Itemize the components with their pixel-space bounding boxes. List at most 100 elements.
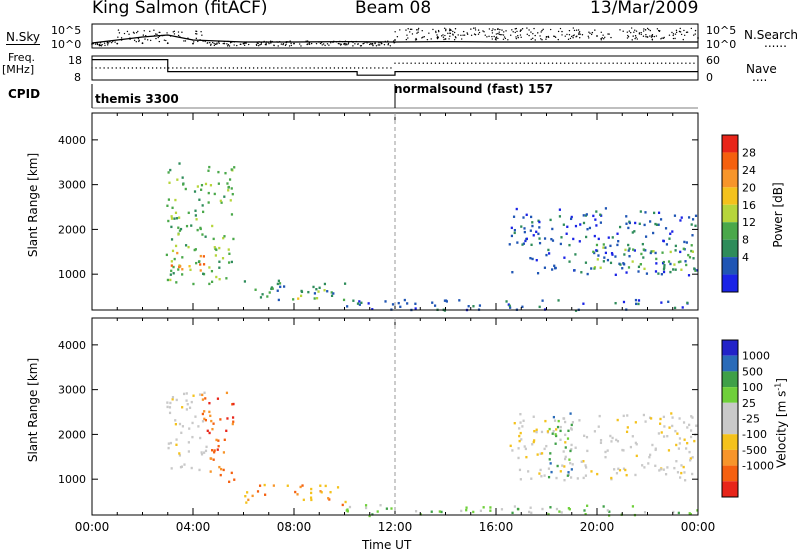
heatmap-cell bbox=[586, 449, 589, 453]
heatmap-cell bbox=[226, 182, 229, 185]
heatmap-cell bbox=[519, 412, 522, 416]
noise-scatter-point bbox=[447, 32, 449, 35]
noise-scatter-point bbox=[107, 42, 110, 44]
heatmap-cell bbox=[563, 256, 566, 259]
noise-scatter-point bbox=[472, 27, 475, 29]
noise-scatter-point bbox=[202, 40, 204, 42]
heatmap-cell bbox=[317, 290, 320, 293]
heatmap-cell bbox=[246, 491, 249, 494]
heatmap-cell bbox=[676, 432, 679, 435]
heatmap-cell bbox=[520, 438, 523, 441]
heatmap-cell bbox=[632, 248, 635, 251]
noise-scatter-point bbox=[484, 34, 486, 36]
heatmap-cell bbox=[568, 260, 571, 263]
noise-scatter-point bbox=[368, 43, 371, 46]
heatmap-cell bbox=[595, 210, 598, 213]
colorbar-swatch bbox=[722, 152, 738, 170]
nsky-label: N.Sky bbox=[6, 30, 41, 45]
heatmap-cell bbox=[190, 224, 193, 227]
colorbar-tick-label: 4 bbox=[742, 251, 749, 264]
heatmap-cell bbox=[181, 406, 184, 409]
heatmap-cell bbox=[209, 184, 213, 187]
noise-scatter-point bbox=[559, 27, 562, 30]
noise-scatter-point bbox=[491, 38, 493, 40]
heatmap-cell bbox=[659, 218, 663, 221]
heatmap-cell bbox=[178, 229, 182, 232]
noise-scatter-point bbox=[540, 31, 542, 33]
heatmap-cell bbox=[562, 450, 565, 453]
noise-scatter-point bbox=[357, 43, 359, 45]
noise-scatter-point bbox=[502, 38, 505, 40]
nave-point bbox=[636, 62, 639, 64]
noise-scatter-point bbox=[179, 36, 181, 38]
noise-scatter-point bbox=[610, 36, 612, 39]
heatmap-cell bbox=[211, 224, 214, 228]
heatmap-cell bbox=[660, 431, 663, 434]
heatmap-cell bbox=[230, 168, 233, 171]
heatmap-cell bbox=[264, 493, 267, 496]
noise-scatter-point bbox=[135, 41, 137, 43]
noise-scatter-point bbox=[546, 35, 548, 38]
noise-scatter-point bbox=[426, 38, 429, 41]
nave-point bbox=[681, 62, 683, 64]
heatmap-cell bbox=[563, 465, 566, 468]
noise-scatter-point bbox=[339, 43, 341, 45]
heatmap-cell bbox=[535, 428, 538, 431]
heatmap-cell bbox=[695, 424, 698, 427]
heatmap-cell bbox=[593, 266, 597, 269]
heatmap-cell bbox=[673, 214, 677, 217]
noise-scatter-point bbox=[154, 33, 157, 35]
noise-scatter-point bbox=[443, 38, 445, 41]
heatmap-cell bbox=[627, 226, 630, 230]
heatmap-cell bbox=[625, 222, 628, 225]
noise-scatter-point bbox=[514, 28, 516, 30]
heatmap-cell bbox=[263, 483, 266, 487]
noise-scatter-point bbox=[493, 35, 495, 38]
heatmap-cell bbox=[521, 243, 524, 246]
nave-point bbox=[604, 62, 606, 64]
heatmap-cell bbox=[213, 449, 216, 452]
heatmap-cell bbox=[217, 170, 220, 174]
heatmap-cell bbox=[166, 204, 169, 207]
heatmap-cell bbox=[596, 258, 599, 261]
heatmap-cell bbox=[192, 282, 195, 286]
heatmap-cell bbox=[662, 415, 665, 419]
heatmap-cell bbox=[627, 249, 630, 252]
heatmap-cell bbox=[557, 419, 560, 423]
heatmap-cell bbox=[167, 198, 170, 201]
heatmap-cell bbox=[689, 459, 692, 462]
freq-ytick-bottom-left: 8 bbox=[74, 71, 81, 84]
heatmap-cell bbox=[664, 473, 668, 476]
nave-point bbox=[224, 67, 227, 69]
nave-point bbox=[378, 67, 380, 69]
nave-point bbox=[204, 67, 206, 69]
heatmap-cell bbox=[170, 264, 173, 267]
noise-scatter-point bbox=[577, 29, 580, 31]
heatmap-cell bbox=[689, 435, 693, 439]
heatmap-cell bbox=[602, 260, 605, 263]
noise-scatter-point bbox=[227, 44, 230, 46]
heatmap-cell bbox=[261, 293, 264, 296]
heatmap-cell bbox=[277, 298, 280, 302]
heatmap-cell bbox=[549, 218, 552, 222]
heatmap-cell bbox=[341, 503, 344, 507]
heatmap-cell bbox=[668, 237, 671, 240]
heatmap-cell bbox=[509, 444, 512, 448]
heatmap-cell bbox=[521, 305, 524, 308]
heatmap-cell bbox=[553, 419, 557, 422]
nave-point bbox=[487, 62, 489, 64]
nave-point bbox=[131, 67, 134, 69]
heatmap-cell bbox=[609, 244, 612, 248]
noise-scatter-point bbox=[137, 37, 140, 40]
noise-scatter-point bbox=[415, 29, 418, 31]
noise-scatter-point bbox=[660, 38, 662, 40]
heatmap-cell bbox=[222, 468, 225, 472]
heatmap-cell bbox=[654, 270, 658, 273]
heatmap-cell bbox=[642, 256, 645, 259]
noise-scatter-point bbox=[633, 31, 635, 33]
noise-panel-frame bbox=[91, 23, 699, 49]
heatmap-cell bbox=[536, 453, 539, 456]
noise-scatter-point bbox=[407, 28, 409, 30]
heatmap-cell bbox=[307, 290, 310, 294]
heatmap-cell bbox=[647, 462, 650, 465]
